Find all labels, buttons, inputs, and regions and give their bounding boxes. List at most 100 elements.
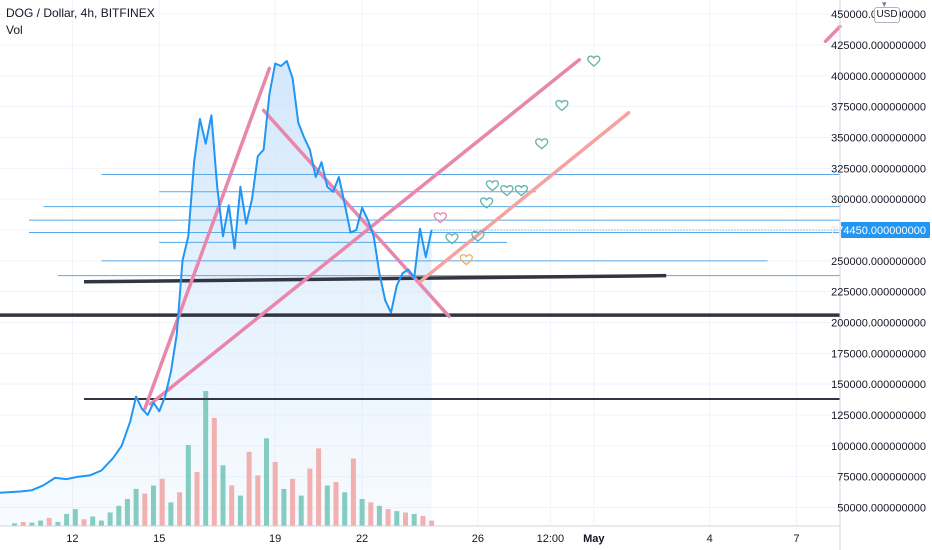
volume-bar[interactable] [177, 492, 183, 527]
price-tag-value: 274450.000000000 [831, 225, 926, 237]
volume-bar[interactable] [237, 495, 243, 526]
heart-shape [500, 185, 514, 197]
x-tick-label: 12 [66, 533, 78, 545]
volume-bar[interactable] [385, 509, 391, 526]
volume-bar[interactable] [342, 492, 348, 527]
y-tick-label: 200000.000000000 [831, 318, 926, 330]
volume-bar[interactable] [20, 522, 26, 526]
volume-bar[interactable] [411, 513, 417, 527]
volume-bar[interactable] [290, 478, 296, 527]
volume-bar[interactable] [55, 522, 61, 526]
heart-shape [555, 99, 569, 112]
volume-bar[interactable] [72, 509, 78, 526]
volume-bar[interactable] [298, 495, 304, 526]
volume-bar[interactable] [29, 522, 35, 526]
volume-bar[interactable] [46, 517, 52, 526]
volume-bar[interactable] [307, 468, 313, 526]
trendline[interactable] [418, 111, 631, 284]
chevron-down-icon[interactable]: ▾ [882, 0, 887, 9]
heart-icon[interactable] [514, 185, 529, 197]
volume-bar[interactable] [38, 520, 44, 526]
trendline[interactable] [823, 24, 842, 44]
heart-shape [471, 230, 485, 243]
volume-bar[interactable] [98, 520, 104, 526]
volume-bar[interactable] [185, 445, 191, 526]
heart-icon[interactable] [445, 233, 459, 245]
volume-bar[interactable] [203, 391, 209, 526]
volume-bar[interactable] [368, 502, 374, 526]
volume-bar[interactable] [229, 485, 235, 527]
volume-label[interactable]: Vol [6, 23, 23, 37]
y-tick-label: 325000.000000000 [831, 163, 926, 175]
y-tick-label: 225000.000000000 [831, 287, 926, 299]
volume-bar[interactable] [64, 513, 70, 527]
volume-bar[interactable] [107, 512, 113, 527]
volume-bar[interactable] [394, 511, 400, 526]
volume-bar[interactable] [403, 512, 408, 527]
y-tick-label: 425000.000000000 [831, 40, 926, 52]
heart-icon[interactable] [555, 99, 569, 112]
heart-shape [445, 233, 459, 245]
currency-badge[interactable]: USD [874, 7, 900, 23]
y-tick-label: 300000.000000000 [831, 194, 926, 206]
volume-bar[interactable] [12, 523, 17, 526]
heart-icon[interactable] [535, 138, 549, 150]
volume-bar[interactable] [429, 520, 435, 526]
heart-icon[interactable] [587, 55, 601, 67]
heart-icon[interactable] [433, 212, 447, 224]
heart-icon[interactable] [471, 230, 485, 243]
volume-bar[interactable] [133, 488, 139, 526]
volume-bar[interactable] [264, 438, 269, 527]
volume-bar[interactable] [272, 461, 278, 526]
price-tag [841, 222, 930, 238]
trendline[interactable] [261, 108, 451, 319]
volume-bar[interactable] [81, 519, 87, 527]
volume-bar[interactable] [246, 451, 252, 527]
heart-icon[interactable] [479, 197, 494, 209]
volume-bar[interactable] [324, 485, 330, 527]
volume-bar[interactable] [211, 418, 217, 526]
volume-bar[interactable] [359, 499, 365, 526]
y-tick-label: 375000.000000000 [831, 102, 926, 114]
volume-bar[interactable] [168, 502, 174, 526]
y-tick-label: 150000.000000000 [831, 379, 926, 391]
volume-bar[interactable] [333, 482, 339, 526]
volume-bar[interactable] [142, 493, 148, 526]
volume-bar[interactable] [420, 515, 426, 526]
trendline[interactable] [143, 66, 272, 411]
volume-bar[interactable] [90, 516, 96, 527]
x-tick-label: 15 [153, 533, 165, 545]
volume-bar[interactable] [124, 499, 130, 526]
y-tick-label: 50000.000000000 [837, 503, 926, 515]
x-tick-label: 19 [269, 533, 281, 545]
x-tick-label: May [583, 533, 605, 545]
heart-shape [433, 212, 447, 224]
volume-bar[interactable] [151, 485, 156, 527]
x-tick-label: 7 [793, 533, 799, 545]
y-tick-label: 175000.000000000 [831, 348, 926, 360]
x-tick-label: 22 [356, 533, 368, 545]
heart-icon[interactable] [500, 185, 514, 197]
symbol-title[interactable]: DOG / Dollar, 4h, BITFINEX [6, 6, 155, 20]
volume-bar[interactable] [350, 458, 356, 527]
heart-icon[interactable] [485, 180, 500, 192]
volume-bar[interactable] [116, 505, 122, 527]
x-tick-label: 12:00 [537, 533, 565, 545]
heart-shape [459, 254, 473, 266]
volume-bar[interactable] [220, 465, 226, 527]
trendline[interactable] [148, 58, 582, 406]
volume-bar[interactable] [194, 472, 200, 526]
volume-bar[interactable] [376, 505, 382, 527]
y-tick-label: 75000.000000000 [837, 472, 926, 484]
volume-bar[interactable] [159, 478, 165, 527]
heart-icon[interactable] [459, 254, 473, 266]
volume-bar[interactable] [316, 448, 322, 526]
y-tick-label: 100000.000000000 [831, 441, 926, 453]
y-tick-label: 350000.000000000 [831, 133, 926, 145]
volume-bar[interactable] [281, 488, 287, 526]
volume-bar[interactable] [255, 475, 261, 526]
heart-shape [485, 180, 500, 192]
price-line[interactable] [0, 60, 433, 494]
